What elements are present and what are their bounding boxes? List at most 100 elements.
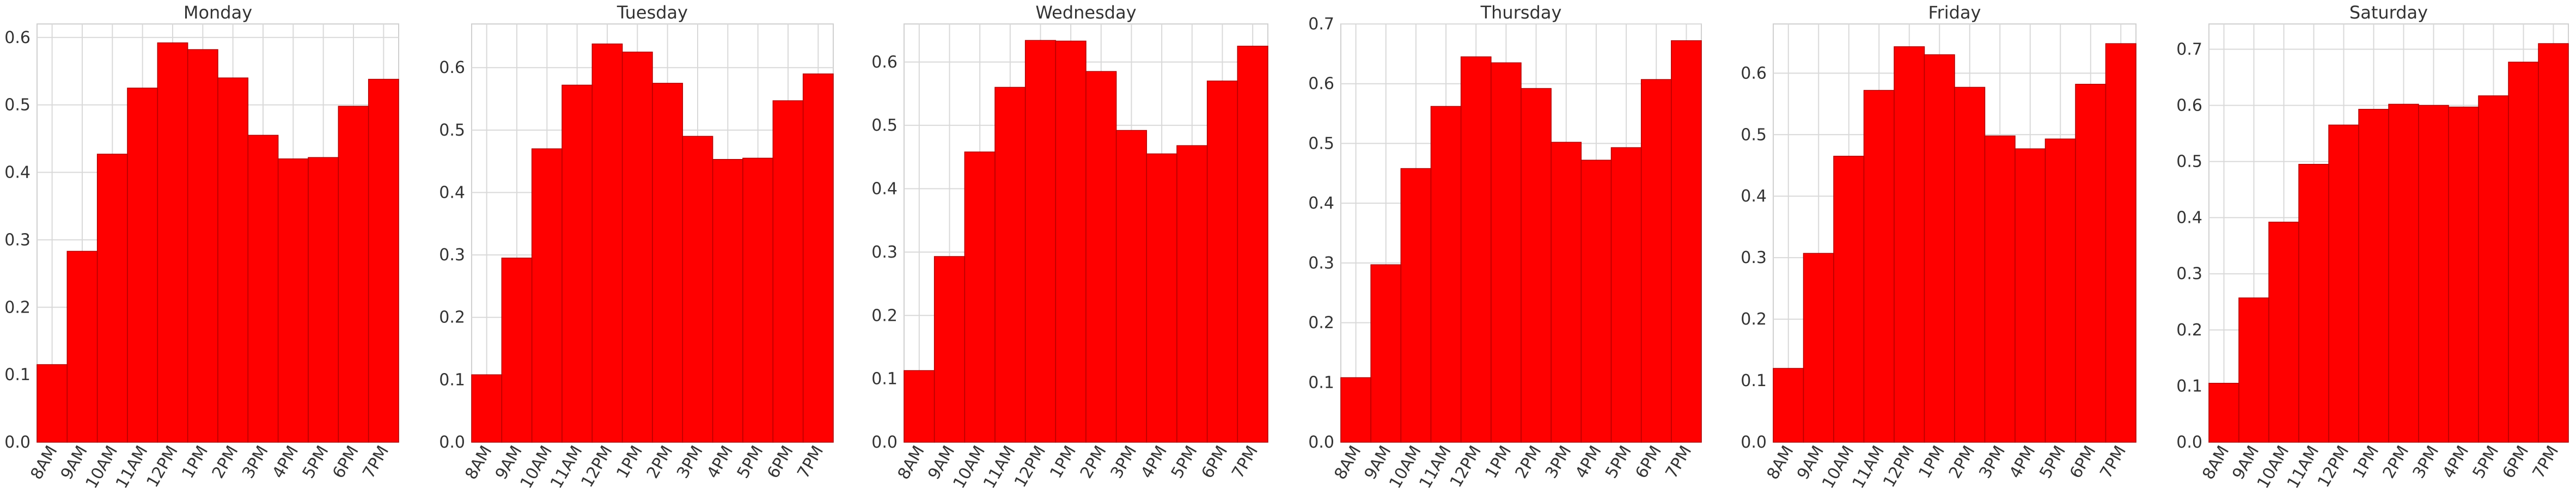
bar-1pm	[187, 49, 218, 443]
chart-panel-thursday: 0.00.10.20.30.40.50.60.78AM9AM10AM11AM12…	[1308, 2, 1702, 492]
x-tick-label: 5PM	[1602, 443, 1635, 482]
y-tick-label: 0.4	[1741, 187, 1767, 206]
x-tick-label: 3PM	[239, 443, 272, 482]
bar-8am	[904, 370, 935, 443]
y-tick-label: 0.5	[871, 116, 898, 135]
y-tick-label: 0.3	[4, 230, 30, 249]
x-tick-label: 2PM	[1945, 443, 1979, 482]
x-tick-label: 2PM	[643, 443, 677, 482]
y-tick-label: 0.3	[871, 243, 898, 262]
x-tick-label: 8AM	[1330, 443, 1365, 483]
y-tick-label: 0.0	[871, 433, 898, 452]
bar-11am	[1430, 106, 1462, 443]
x-tick-label: 4PM	[268, 443, 302, 482]
x-tick-label: 6PM	[1198, 443, 1232, 482]
bar-2pm	[217, 77, 249, 443]
bar-12pm	[1460, 56, 1492, 443]
bar-6pm	[338, 106, 369, 443]
x-tick-label: 1PM	[178, 443, 212, 482]
y-tick-label: 0.1	[871, 370, 898, 389]
x-tick-label: 3PM	[1107, 443, 1141, 482]
y-tick-label: 0.1	[1308, 373, 1334, 392]
x-tick-label: 7PM	[793, 443, 827, 482]
bar-12pm	[1024, 40, 1057, 443]
x-tick-label: 4PM	[703, 443, 737, 482]
x-tick-label: 12PM	[578, 443, 616, 491]
x-tick-label: 8AM	[1763, 443, 1798, 483]
bar-3pm	[247, 135, 279, 443]
bar-12pm	[2328, 124, 2359, 443]
bar-5pm	[1610, 147, 1642, 443]
bar-6pm	[2508, 62, 2539, 443]
x-tick-label: 11AM	[2284, 443, 2323, 492]
bar-5pm	[742, 157, 774, 443]
bar-9am	[66, 250, 98, 443]
bar-4pm	[712, 158, 743, 443]
bar-9am	[501, 258, 533, 443]
y-tick-label: 0.6	[1741, 64, 1767, 83]
y-tick-label: 0.1	[4, 365, 30, 384]
bar-2pm	[2388, 103, 2419, 443]
bar-2pm	[1954, 87, 1986, 443]
bar-7pm	[802, 73, 834, 443]
y-tick-label: 0.7	[1308, 15, 1334, 34]
bar-10am	[96, 154, 128, 443]
x-tick-label: 3PM	[2409, 443, 2443, 482]
bar-7pm	[2105, 43, 2137, 443]
x-tick-label: 7PM	[1662, 443, 1696, 482]
x-tick-label: 3PM	[1975, 443, 2009, 482]
x-tick-label: 2PM	[209, 443, 242, 482]
bar-9am	[933, 256, 966, 443]
y-tick-label: 0.2	[2176, 321, 2202, 340]
x-tick-label: 12PM	[2314, 443, 2353, 491]
y-tick-label: 0.3	[1308, 254, 1334, 273]
y-tick-label: 0.4	[871, 180, 898, 199]
chart-panel-wednesday: 0.00.10.20.30.40.50.68AM9AM10AM11AM12PM1…	[871, 2, 1268, 492]
x-tick-label: 6PM	[329, 443, 363, 482]
bar-8am	[1773, 368, 1804, 443]
y-tick-label: 0.6	[1308, 75, 1334, 94]
bar-5pm	[308, 157, 339, 443]
y-tick-label: 0.6	[2176, 96, 2202, 115]
x-tick-label: 2PM	[2379, 443, 2413, 482]
bar-7pm	[2538, 43, 2569, 443]
y-tick-label: 0.0	[1308, 433, 1334, 452]
x-tick-label: 8AM	[2199, 443, 2233, 483]
x-tick-label: 5PM	[1168, 443, 1201, 482]
x-tick-label: 2PM	[1512, 443, 1546, 482]
bar-12pm	[1894, 46, 1925, 443]
bar-11am	[2298, 163, 2329, 443]
y-tick-label: 0.5	[4, 96, 30, 115]
bar-9am	[1803, 253, 1834, 443]
x-tick-label: 1PM	[1482, 443, 1516, 482]
bar-10am	[1400, 168, 1432, 443]
x-tick-label: 8AM	[27, 443, 62, 483]
y-tick-label: 0.1	[439, 370, 465, 389]
y-tick-label: 0.6	[871, 53, 898, 72]
bar-3pm	[1115, 130, 1147, 443]
x-tick-label: 11AM	[980, 443, 1020, 492]
x-tick-label: 4PM	[2006, 443, 2040, 482]
bar-9am	[2238, 297, 2269, 443]
chart-panel-monday: 0.00.10.20.30.40.50.68AM9AM10AM11AM12PM1…	[4, 2, 399, 492]
x-tick-label: 6PM	[1632, 443, 1665, 482]
y-tick-label: 0.3	[1741, 248, 1767, 267]
x-tick-label: 6PM	[2499, 443, 2533, 482]
bar-10am	[531, 148, 563, 443]
bar-8am	[471, 374, 503, 443]
y-tick-label: 0.6	[439, 58, 465, 77]
x-tick-label: 5PM	[2036, 443, 2070, 482]
x-tick-label: 1PM	[1915, 443, 1949, 482]
y-tick-label: 0.2	[4, 298, 30, 317]
x-tick-label: 6PM	[764, 443, 797, 482]
x-tick-label: 5PM	[299, 443, 333, 482]
bar-2pm	[1521, 88, 1552, 443]
y-tick-label: 0.1	[1741, 371, 1767, 390]
y-tick-label: 0.0	[4, 433, 30, 452]
bar-3pm	[1551, 142, 1582, 443]
bar-6pm	[2075, 83, 2107, 443]
x-tick-label: 7PM	[1228, 443, 1262, 482]
x-tick-label: 5PM	[734, 443, 767, 482]
y-tick-label: 0.5	[439, 121, 465, 140]
